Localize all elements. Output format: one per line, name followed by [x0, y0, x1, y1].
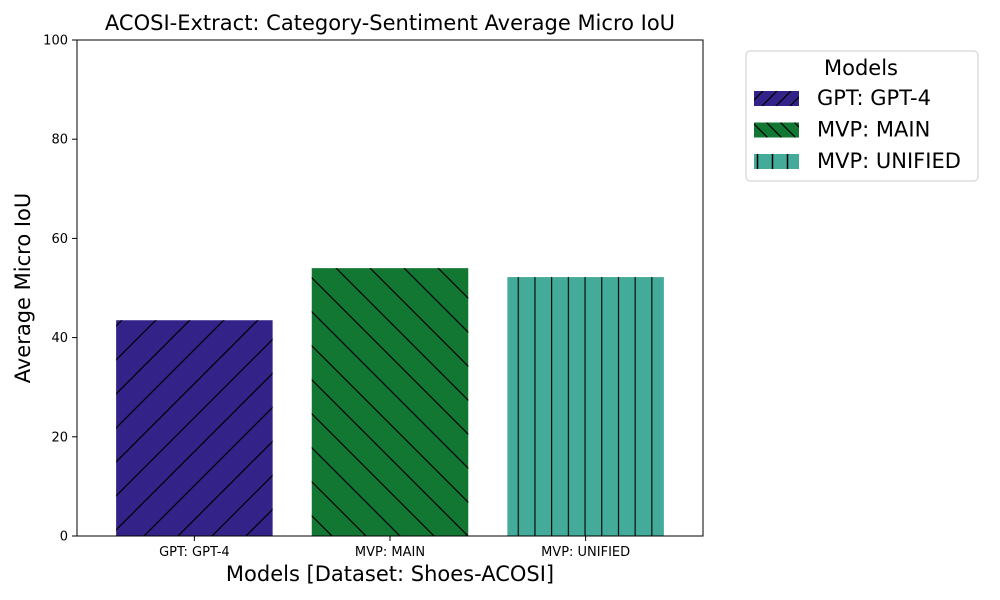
legend-frame: [745, 50, 979, 182]
chart-title: ACOSI-Extract: Category-Sentiment Averag…: [105, 11, 675, 35]
y-tick-label: 0: [60, 530, 68, 545]
legend-label: MVP: MAIN: [817, 118, 930, 142]
y-tick-label: 100: [43, 34, 68, 49]
y-tick-label: 40: [51, 331, 68, 346]
bar-hatch-gpt-gpt-4: [116, 320, 273, 536]
legend-swatch-hatch: [754, 122, 799, 138]
legend: Models GPT: GPT-4 MVP: MAIN MVP: UNIFIED: [745, 50, 979, 182]
x-tick-label: MVP: MAIN: [355, 545, 425, 560]
x-tick-label: MVP: UNIFIED: [541, 545, 630, 560]
y-tick-label: 80: [51, 133, 68, 148]
x-axis-ticks: GPT: GPT-4 MVP: MAIN MVP: UNIFIED: [159, 536, 630, 560]
legend-label: MVP: UNIFIED: [817, 149, 961, 173]
y-axis-label: Average Micro IoU: [11, 193, 35, 384]
y-axis-ticks: 0 20 40 60 80 100: [43, 34, 77, 545]
legend-title: Models: [824, 56, 898, 80]
legend-items: GPT: GPT-4 MVP: MAIN MVP: UNIFIED: [754, 86, 961, 173]
bars: [116, 268, 664, 536]
x-tick-label: GPT: GPT-4: [159, 545, 230, 560]
bar-hatch-mvp-unified: [507, 277, 664, 536]
x-axis-label: Models [Dataset: Shoes-ACOSI]: [226, 562, 554, 586]
legend-swatch-hatch: [754, 154, 799, 169]
bar-hatch-mvp-main: [311, 268, 469, 536]
legend-swatch-hatch: [754, 91, 799, 106]
plot-area-frame: [76, 39, 704, 537]
y-tick-label: 60: [51, 232, 68, 247]
y-tick-label: 20: [51, 430, 68, 445]
legend-label: GPT: GPT-4: [817, 86, 931, 110]
